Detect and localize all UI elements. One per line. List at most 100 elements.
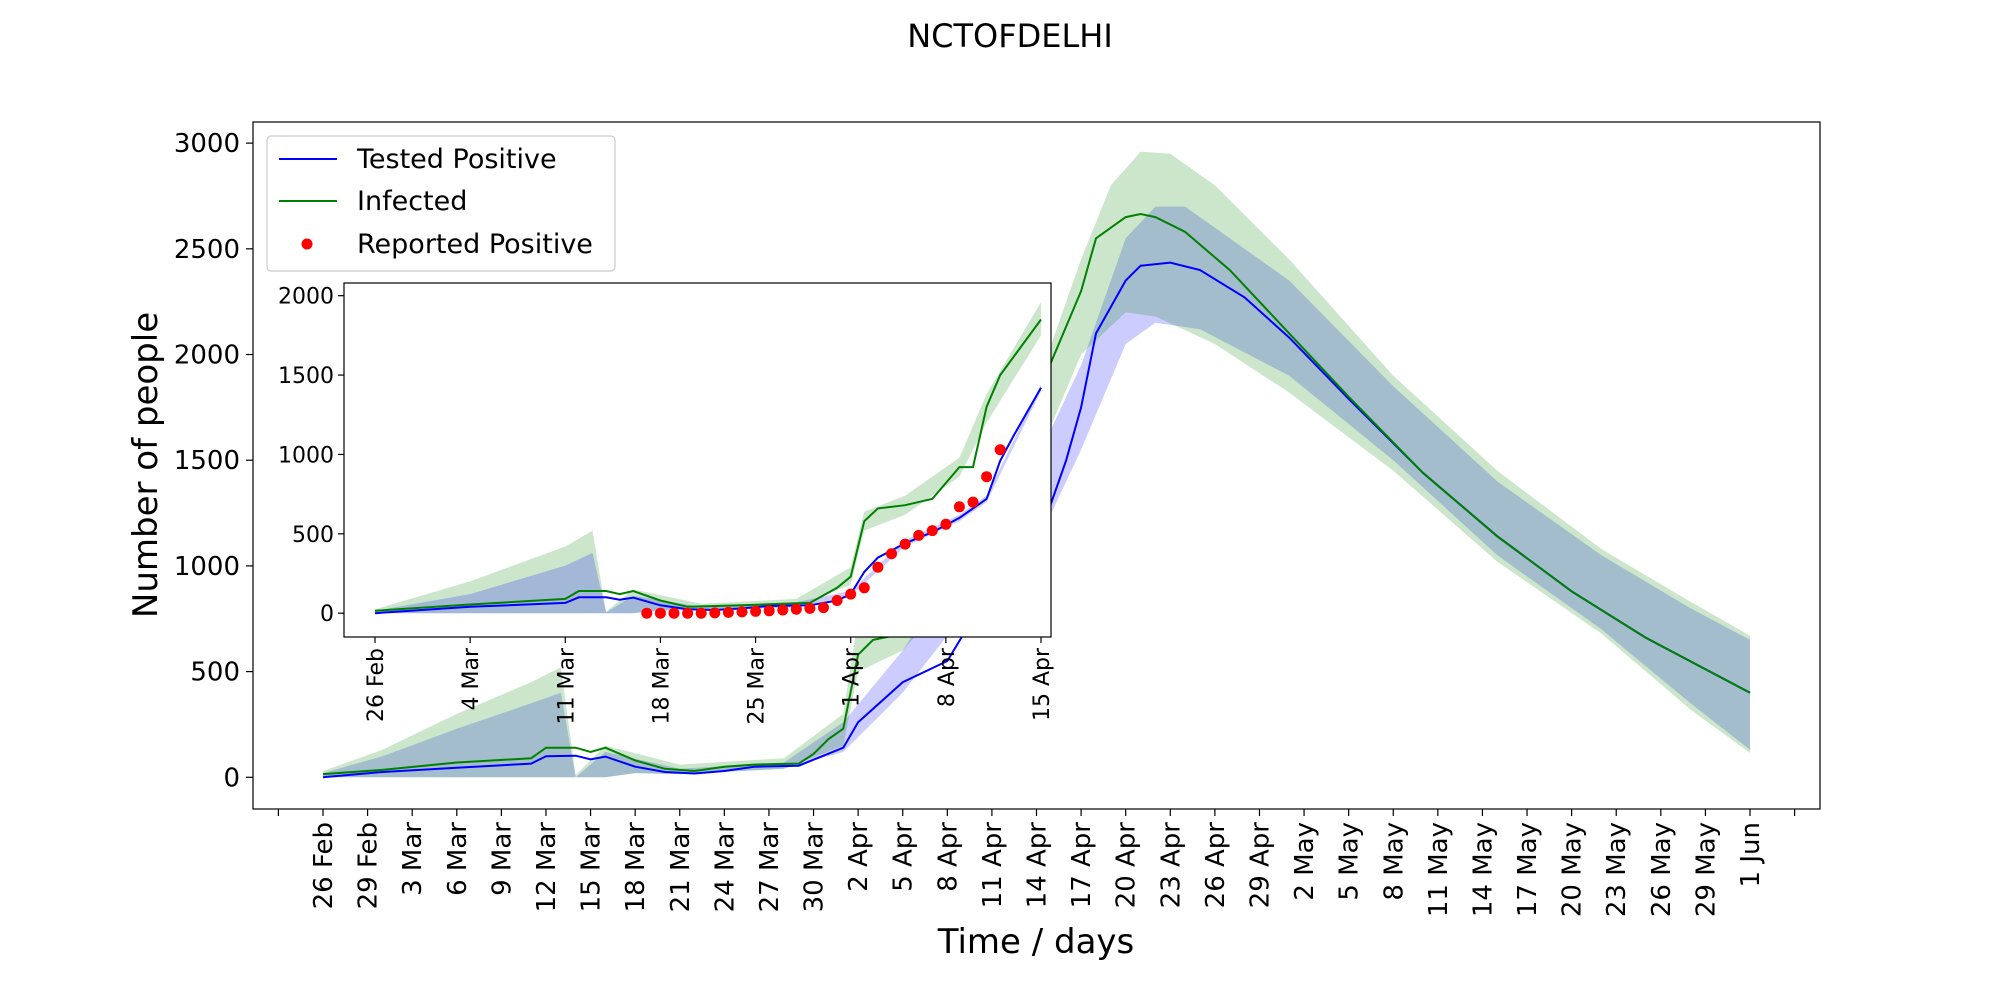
- reported-positive-point-13: [818, 602, 829, 614]
- x-tick-label-11-apr: 11 Apr: [978, 822, 1008, 909]
- infected-band: [323, 151, 1750, 778]
- reported-positive-point-16: [858, 582, 870, 594]
- x-tick-label-27-mar: 27 Mar: [755, 822, 785, 913]
- reported-positive-point-7: [736, 606, 748, 618]
- inset-x-tick-label-1-apr: 1 Apr: [840, 647, 865, 707]
- reported-positive-point-5: [709, 607, 721, 619]
- y-tick-label-2500: 2500: [174, 235, 240, 265]
- x-tick-label-8-apr: 8 Apr: [933, 822, 963, 892]
- x-tick-label-20-may: 20 May: [1558, 822, 1588, 917]
- inset-x-tick-label-8-apr: 8 Apr: [935, 647, 960, 707]
- inset-x-tick-label-15-apr: 15 Apr: [1030, 647, 1055, 721]
- reported-positive-point-0: [641, 607, 653, 619]
- reported-positive-point-1: [654, 607, 666, 619]
- inset-y-tick-label-1000: 1000: [278, 443, 334, 468]
- reported-positive-point-4: [695, 607, 707, 619]
- x-tick-label-23-may: 23 May: [1602, 822, 1632, 917]
- reported-positive-point-24: [967, 496, 979, 508]
- reported-positive-point-3: [682, 607, 694, 619]
- x-axis-label: Time / days: [937, 922, 1135, 962]
- y-tick-label-3000: 3000: [174, 129, 240, 159]
- reported-positive-point-26: [994, 444, 1006, 456]
- reported-positive-point-17: [872, 561, 884, 573]
- x-tick-label-14-may: 14 May: [1468, 822, 1498, 917]
- x-tick-label-9-mar: 9 Mar: [487, 822, 517, 896]
- x-tick-label-21-mar: 21 Mar: [666, 822, 696, 913]
- chart-title: NCTOFDELHI: [907, 17, 1113, 55]
- x-tick-label-18-mar: 18 Mar: [621, 822, 651, 913]
- inset-x-axis: 26 Feb 4 Mar 11 Mar 18 Mar 25 Mar 1 Apr 8 Apr 1…: [364, 637, 1055, 725]
- legend-swatch-reported-positive: [301, 238, 313, 250]
- y-tick-label-500: 500: [190, 658, 240, 688]
- reported-positive-point-6: [722, 606, 734, 618]
- inset-y-tick-label-0: 0: [320, 602, 334, 627]
- inset-plot-area: [374, 302, 1042, 619]
- y-axis: 0 500 1000 1500 2000 2500 3000: [174, 129, 253, 793]
- inset-y-axis: 0 500 1000 1500 2000: [278, 285, 344, 627]
- x-tick-label-11-may: 11 May: [1424, 822, 1454, 917]
- y-axis-label: Number of people: [126, 312, 166, 618]
- x-tick-label-2-may: 2 May: [1290, 822, 1320, 901]
- reported-positive-point-22: [940, 518, 952, 530]
- inset-x-tick-label-18-mar: 18 Mar: [649, 647, 674, 724]
- x-tick-label-20-apr: 20 Apr: [1112, 822, 1142, 909]
- y-tick-label-1500: 1500: [174, 446, 240, 476]
- x-tick-label-2-apr: 2 Apr: [844, 822, 874, 892]
- series-line-infected: [322, 212, 1751, 776]
- reported-positive-point-10: [777, 604, 789, 616]
- x-tick-label-12-mar: 12 Mar: [532, 822, 562, 913]
- inset-x-tick-label-4-mar: 4 Mar: [459, 647, 484, 710]
- inset-x-tick-label-26-feb: 26 Feb: [364, 648, 389, 722]
- inset-chart: 0 500 1000 1500 2000 26 Feb 4 Mar 11 Mar 18 Mar…: [278, 282, 1055, 725]
- x-axis: 26 Feb 29 Feb 3 Mar 6 Mar 9 Mar 12 Mar 15 Mar 1…: [277, 809, 1796, 917]
- x-tick-label-17-apr: 17 Apr: [1067, 822, 1097, 909]
- legend-label-reported-positive: Reported Positive: [357, 229, 593, 260]
- y-tick-label-2000: 2000: [174, 341, 240, 371]
- series-line-tested-positive: [322, 261, 1751, 779]
- x-tick-label-6-mar: 6 Mar: [443, 822, 473, 896]
- x-tick-label-26-apr: 26 Apr: [1201, 822, 1231, 909]
- reported-positive-point-11: [790, 603, 802, 615]
- x-tick-label-8-may: 8 May: [1379, 822, 1409, 901]
- reported-positive-point-8: [750, 605, 762, 617]
- x-tick-label-23-apr: 23 Apr: [1156, 822, 1186, 909]
- x-tick-label-26-feb: 26 Feb: [309, 822, 339, 909]
- reported-positive-point-9: [763, 605, 775, 617]
- inset-y-tick-label-500: 500: [292, 523, 334, 548]
- x-tick-label-17-may: 17 May: [1513, 822, 1543, 917]
- inset-y-tick-label-2000: 2000: [278, 285, 334, 310]
- inset-y-tick-label-1500: 1500: [278, 364, 334, 389]
- reported-positive-point-19: [899, 538, 911, 550]
- reported-positive-point-18: [886, 548, 897, 560]
- reported-positive-point-23: [953, 501, 965, 513]
- reported-positive-point-2: [668, 607, 680, 619]
- x-tick-label-26-may: 26 May: [1647, 822, 1677, 917]
- x-tick-label-15-mar: 15 Mar: [577, 822, 607, 913]
- x-tick-label-29-feb: 29 Feb: [354, 822, 384, 909]
- reported-positive-point-14: [831, 595, 843, 606]
- x-tick-label-3-mar: 3 Mar: [398, 822, 428, 896]
- inset-series-line-tested-positive: [374, 387, 1042, 615]
- reported-positive-point-21: [926, 525, 938, 537]
- x-tick-label-5-apr: 5 Apr: [889, 822, 919, 892]
- legend-label-tested-positive: Tested Positive: [356, 144, 557, 175]
- x-tick-label-1-jun: 1 Jun: [1736, 822, 1766, 887]
- x-tick-label-30-mar: 30 Mar: [800, 822, 830, 913]
- x-tick-label-29-apr: 29 Apr: [1245, 822, 1275, 909]
- reported-positive-point-20: [913, 529, 925, 541]
- y-tick-label-1000: 1000: [174, 552, 240, 582]
- reported-positive-point-12: [804, 602, 816, 614]
- legend: Tested Positive Infected Reported Positi…: [266, 135, 616, 272]
- inset-background: [344, 283, 1051, 637]
- x-tick-label-14-apr: 14 Apr: [1023, 822, 1053, 909]
- inset-x-tick-label-11-mar: 11 Mar: [554, 647, 579, 724]
- x-tick-label-29-may: 29 May: [1691, 822, 1721, 917]
- inset-x-tick-label-25-mar: 25 Mar: [745, 647, 770, 724]
- legend-label-infected: Infected: [357, 186, 467, 217]
- x-tick-label-5-may: 5 May: [1335, 822, 1365, 901]
- inset-axes-frame: [343, 282, 1052, 638]
- x-tick-label-24-mar: 24 Mar: [710, 822, 740, 913]
- y-tick-label-0: 0: [223, 763, 240, 793]
- legend-box: [266, 135, 616, 272]
